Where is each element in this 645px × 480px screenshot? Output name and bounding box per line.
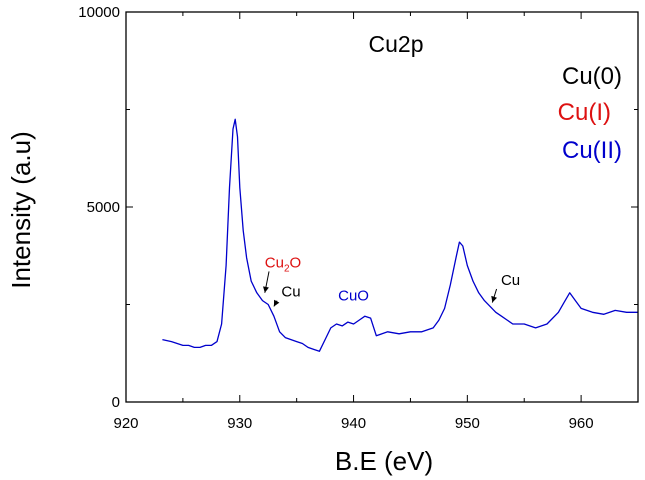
- x-tick-label: 930: [227, 415, 252, 432]
- annotation-arrowhead: [491, 295, 498, 303]
- plot-data: [162, 118, 638, 352]
- x-tick-label: 950: [455, 415, 480, 432]
- annotation-arrowhead: [263, 286, 269, 293]
- legend: Cu(0) Cu(I) Cu(II): [558, 63, 622, 164]
- annotation-3: Cu: [501, 272, 520, 289]
- x-tick-label: 920: [113, 415, 138, 432]
- series-line-0: [162, 118, 638, 352]
- x-tick-label: 940: [341, 415, 366, 432]
- legend-cu2: Cu(II): [562, 137, 622, 164]
- labels: 920 930 940 950 960 0 5000 10000: [78, 4, 593, 432]
- chart-title: Cu2p: [369, 31, 424, 57]
- x-axis-title: B.E (eV): [335, 446, 433, 476]
- annotation-1: Cu: [281, 284, 300, 301]
- legend-cu0: Cu(0): [562, 63, 622, 90]
- y-tick-label: 5000: [87, 199, 120, 216]
- y-axis-title: Intensity (a.u): [6, 131, 36, 289]
- y-tick-label: 0: [112, 394, 120, 411]
- x-tick-label: 960: [569, 415, 594, 432]
- annotation-arrowhead: [273, 299, 280, 307]
- y-tick-label: 10000: [78, 4, 120, 21]
- ticks: [125, 11, 638, 403]
- annotations: Cu2O Cu CuO Cu: [263, 254, 520, 307]
- annotation-0: Cu2O: [265, 254, 301, 274]
- annotation-2: CuO: [338, 288, 369, 305]
- legend-cu1: Cu(I): [558, 99, 611, 126]
